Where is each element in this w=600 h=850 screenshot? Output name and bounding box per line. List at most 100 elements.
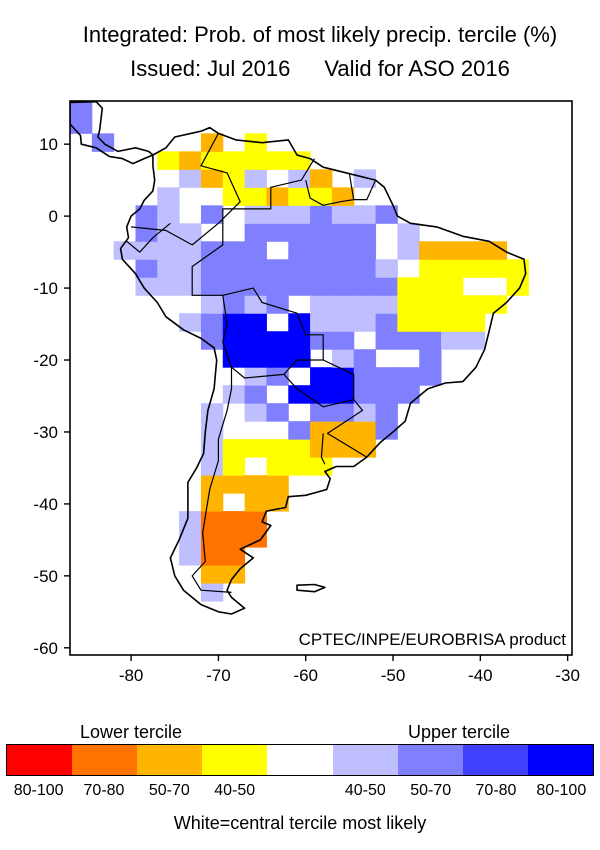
forecast-cell [200, 169, 224, 188]
forecast-cell [244, 205, 267, 224]
forecast-cell [331, 295, 355, 314]
forecast-cell [397, 277, 420, 296]
forecast-cell [310, 313, 333, 332]
forecast-cell [157, 277, 180, 296]
forecast-cell [310, 169, 333, 188]
forecast-cell [222, 529, 246, 548]
forecast-cell [331, 313, 355, 332]
color-legend [6, 744, 594, 776]
legend-label: 70-80 [83, 782, 125, 799]
forecast-cell [244, 385, 267, 404]
forecast-cell [353, 421, 377, 440]
forecast-cell [331, 385, 355, 404]
forecast-cell [244, 511, 267, 530]
forecast-cell [244, 223, 267, 242]
probability-map: -80 -70 -60 -50 -40 -30 10 0 -10 -20 -30 -40 -50 -60… [33, 100, 580, 685]
forecast-cell [266, 457, 289, 476]
legend-note: White=central tercile most likely [173, 813, 427, 833]
forecast-cell [135, 205, 158, 224]
forecast-cell [375, 277, 398, 296]
forecast-cell [331, 421, 355, 440]
legend-swatch [267, 745, 333, 775]
forecast-cell [135, 223, 158, 242]
forecast-cell [266, 367, 289, 386]
forecast-cell [310, 277, 333, 296]
forecast-cell [506, 259, 529, 278]
x-tick-label: -40 [468, 666, 493, 685]
forecast-cell [441, 313, 464, 332]
forecast-cell [244, 475, 267, 494]
y-axis: 10 0 -10 -20 -30 -40 -50 -60 [33, 135, 70, 658]
legend-swatch [137, 745, 203, 775]
legend-label: 80-100 [13, 782, 64, 799]
forecast-cell [157, 205, 180, 224]
forecast-cell [310, 187, 333, 206]
forecast-cell [200, 259, 224, 278]
forecast-cell [419, 295, 442, 314]
forecast-cell [222, 151, 246, 170]
forecast-cell [200, 241, 224, 260]
forecast-cell [200, 439, 224, 458]
forecast-cell [179, 313, 202, 332]
forecast-cell [200, 295, 224, 314]
y-tick-label: -10 [33, 279, 58, 298]
forecast-cell [266, 439, 289, 458]
issued-date: Issued: Jul 2016 [130, 56, 291, 81]
forecast-cell [331, 205, 355, 224]
forecast-cell [419, 349, 442, 368]
forecast-cell [441, 259, 464, 278]
forecast-cell [70, 115, 93, 134]
forecast-cell [441, 331, 464, 350]
legend-swatch [332, 745, 398, 775]
forecast-cell [244, 313, 267, 332]
forecast-cell [200, 529, 224, 548]
forecast-cell [288, 223, 311, 242]
forecast-cell [310, 367, 333, 386]
forecast-cell [353, 295, 377, 314]
falkland-islands [296, 583, 326, 593]
country-border [126, 222, 171, 253]
forecast-cell [244, 259, 267, 278]
forecast-cell [375, 331, 398, 350]
forecast-cell [200, 277, 224, 296]
forecast-cell [266, 151, 289, 170]
forecast-cell [353, 277, 377, 296]
forecast-cell [288, 277, 311, 296]
legend-label: 50-70 [148, 782, 190, 799]
forecast-cell [200, 493, 224, 512]
forecast-cell [244, 295, 267, 314]
forecast-cell [244, 151, 267, 170]
forecast-cell [222, 295, 246, 314]
forecast-cell [331, 277, 355, 296]
map-title: Integrated: Prob. of most likely precip.… [82, 22, 558, 47]
forecast-cell [331, 403, 355, 422]
x-axis: -80 -70 -60 -50 -40 -30 [119, 655, 580, 685]
forecast-cell [266, 403, 289, 422]
y-tick-label: -20 [33, 351, 58, 370]
forecast-cell [222, 547, 246, 566]
forecast-cell [179, 241, 202, 260]
forecast-cell [288, 187, 311, 206]
forecast-cell [266, 187, 289, 206]
forecast-cell [397, 367, 420, 386]
country-border [191, 367, 233, 593]
forecast-cell [200, 457, 224, 476]
forecast-cell [462, 241, 486, 260]
forecast-cell [244, 529, 267, 548]
forecast-cell [179, 277, 202, 296]
forecast-cell [200, 565, 224, 584]
forecast-cell [353, 367, 377, 386]
forecast-cell [310, 421, 333, 440]
forecast-cell [70, 101, 93, 116]
forecast-cell [288, 421, 311, 440]
forecast-cell [222, 241, 246, 260]
forecast-cell [484, 259, 508, 278]
country-border [191, 158, 368, 458]
forecast-cell [353, 241, 377, 260]
x-tick-label: -80 [119, 666, 144, 685]
forecast-cell [157, 223, 180, 242]
legend-swatch [397, 745, 463, 775]
forecast-cell [222, 259, 246, 278]
forecast-cell [353, 349, 377, 368]
forecast-cell [353, 403, 377, 422]
